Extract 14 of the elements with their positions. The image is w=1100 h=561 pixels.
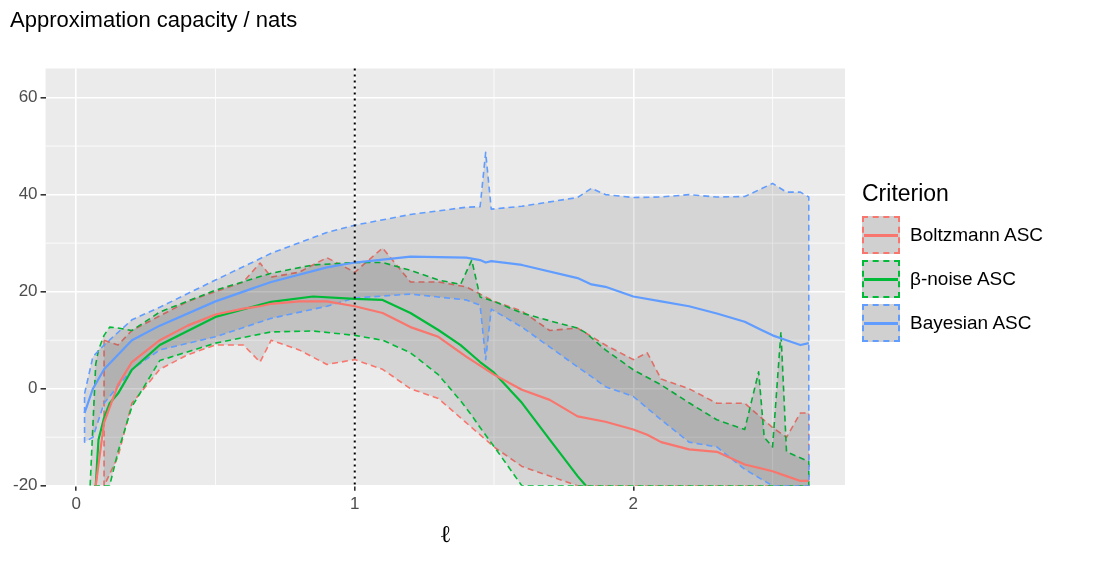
y-tick-label: 0 (28, 378, 38, 398)
x-tick-label: 2 (628, 493, 639, 513)
legend-label: Boltzmann ASC (910, 224, 1044, 246)
legend-label: Bayesian ASC (910, 312, 1032, 334)
x-axis-title: ℓ (439, 519, 452, 548)
x-tick-label: 1 (350, 493, 360, 513)
y-tick-label: 60 (18, 87, 38, 107)
y-tick-label: 40 (18, 184, 38, 204)
chart-title: Approximation capacity / nats (10, 7, 298, 33)
legend-label: β-noise ASC (910, 268, 1016, 290)
legend-title: Criterion (862, 180, 950, 207)
y-tick-label: -20 (12, 475, 38, 495)
x-tick-label: 0 (71, 493, 81, 513)
y-tick-label: 20 (18, 281, 38, 301)
